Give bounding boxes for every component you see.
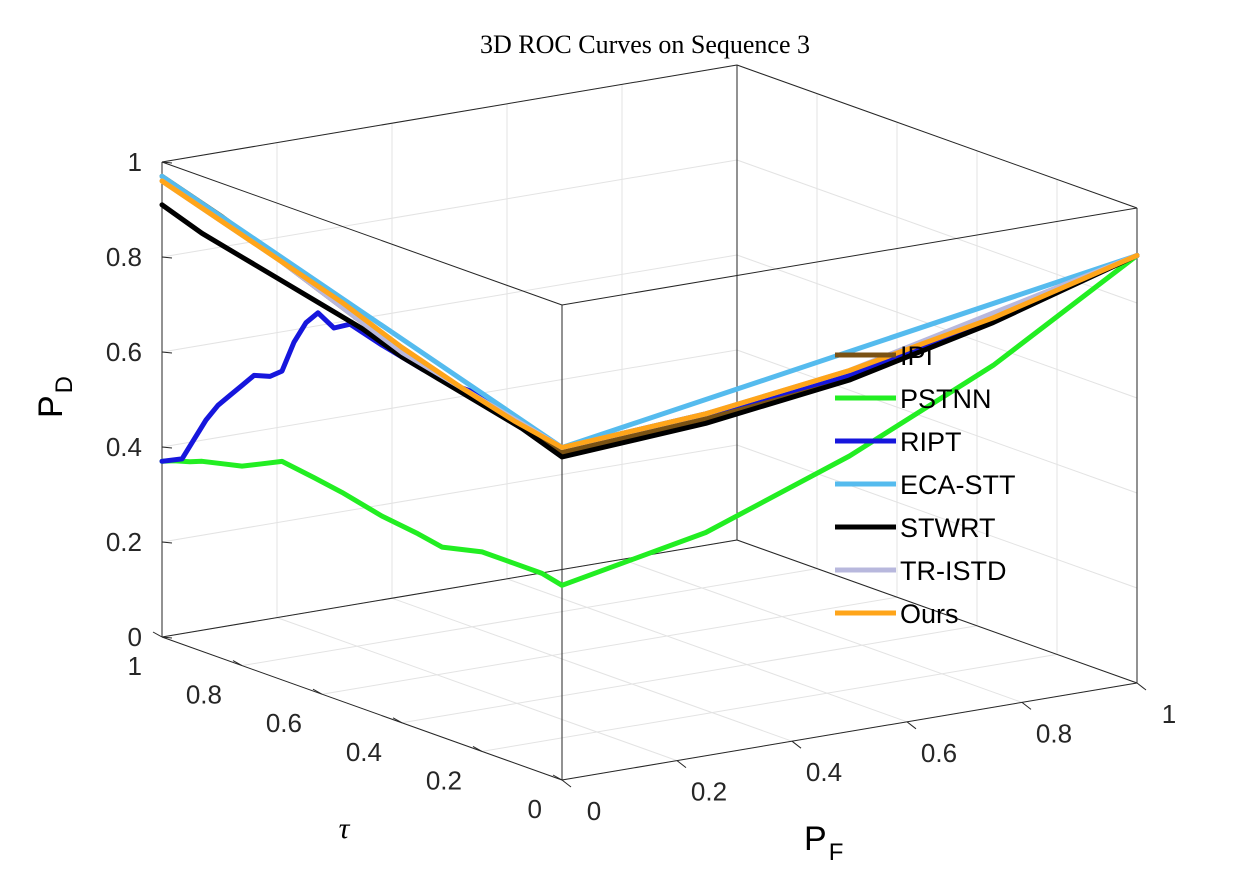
axes-box — [161, 64, 1138, 781]
x-axis-label-sub: F — [829, 839, 844, 866]
y-tick-mark — [392, 717, 403, 724]
y-tick-mark — [552, 774, 563, 781]
grid-line — [241, 568, 818, 667]
tick-labels: 00.20.40.60.8100.20.40.60.8100.20.40.60.… — [106, 147, 1176, 826]
z-tick-label: 0.6 — [106, 337, 142, 367]
grid-line — [621, 558, 1023, 703]
axes-box-edge — [161, 161, 563, 306]
series-stwrt — [159, 202, 1140, 460]
z-tick-mark — [161, 161, 173, 164]
svg-text:PD: PD — [32, 376, 78, 418]
z-axis-label-sub: D — [51, 376, 78, 393]
svg-text:PF: PF — [804, 820, 843, 866]
grid-line — [506, 578, 908, 723]
y-tick-mark — [312, 688, 323, 695]
x-tick-label: 0.4 — [806, 757, 842, 787]
grid-line — [736, 349, 1138, 494]
x-tick-mark — [1136, 682, 1147, 691]
chart-title: 3D ROC Curves on Sequence 3 — [480, 30, 810, 59]
y-tick-label: 0.8 — [186, 680, 222, 710]
y-tick-label: 1 — [128, 651, 142, 681]
series-ours — [159, 178, 1140, 450]
x-tick-label: 0.6 — [921, 738, 957, 768]
z-tick-label: 0.2 — [106, 527, 142, 557]
z-tick-mark — [161, 636, 173, 639]
x-tick-label: 0.2 — [691, 777, 727, 807]
legend-label: RIPT — [900, 427, 962, 457]
y-tick-label: 0.2 — [426, 765, 462, 795]
legend-label: IPI — [900, 341, 933, 371]
legend-label: STWRT — [900, 513, 996, 543]
legend-label: ECA-STT — [900, 470, 1016, 500]
y-axis-label: τ — [339, 812, 351, 845]
z-tick-label: 0.8 — [106, 242, 142, 272]
grid-line — [736, 254, 1138, 399]
axes-box-edge — [736, 64, 1138, 209]
legend: IPI PSTNN RIPT ECA-STT STWRT TR-ISTD Ours — [835, 341, 1016, 629]
y-tick-label: 0.4 — [346, 737, 382, 767]
legend-label: PSTNN — [900, 384, 992, 414]
axes-box-edge — [161, 64, 738, 163]
y-tick-label: 0.6 — [266, 708, 302, 738]
grid-line — [736, 444, 1138, 589]
y-tick-label: 0 — [528, 794, 542, 824]
grid-line — [481, 653, 1058, 752]
series-pstnn — [159, 253, 1140, 588]
legend-label: Ours — [900, 599, 959, 629]
y-tick-mark — [472, 745, 483, 752]
grid-lines — [161, 64, 1138, 781]
x-axis-label-main: P — [804, 820, 827, 858]
x-tick-mark — [791, 740, 802, 749]
x-tick-label: 0 — [587, 796, 601, 826]
legend-label: TR-ISTD — [900, 556, 1006, 586]
grid-line — [161, 159, 738, 258]
x-tick-label: 0.8 — [1036, 718, 1072, 748]
x-tick-label: 1 — [1162, 699, 1176, 729]
grid-line — [161, 254, 738, 353]
x-tick-mark — [676, 760, 687, 768]
grid-line — [321, 596, 898, 695]
y-tick-mark — [152, 631, 163, 638]
grid-line — [161, 444, 738, 543]
z-tick-label: 0 — [128, 622, 142, 652]
grid-line — [276, 617, 678, 762]
x-tick-mark — [1021, 702, 1032, 710]
x-tick-mark — [906, 721, 917, 730]
x-tick-mark — [561, 779, 572, 788]
axes-box-edge — [736, 539, 1138, 684]
z-tick-mark — [161, 256, 173, 259]
z-tick-label: 1 — [128, 147, 142, 177]
z-tick-mark — [161, 541, 173, 544]
data-series — [159, 173, 1140, 588]
grid-line — [161, 349, 738, 448]
axes-box-edge — [161, 636, 563, 781]
axes-box-edge — [561, 682, 1138, 781]
z-axis-label-main: P — [32, 395, 70, 418]
z-tick-label: 0.4 — [106, 432, 142, 462]
grid-line — [401, 625, 978, 724]
y-tick-mark — [232, 660, 243, 667]
axes-box-edge — [561, 207, 1138, 306]
grid-line — [391, 597, 793, 742]
z-tick-mark — [161, 351, 173, 354]
z-axis-label: PD — [32, 376, 78, 418]
z-tick-mark — [161, 446, 173, 449]
